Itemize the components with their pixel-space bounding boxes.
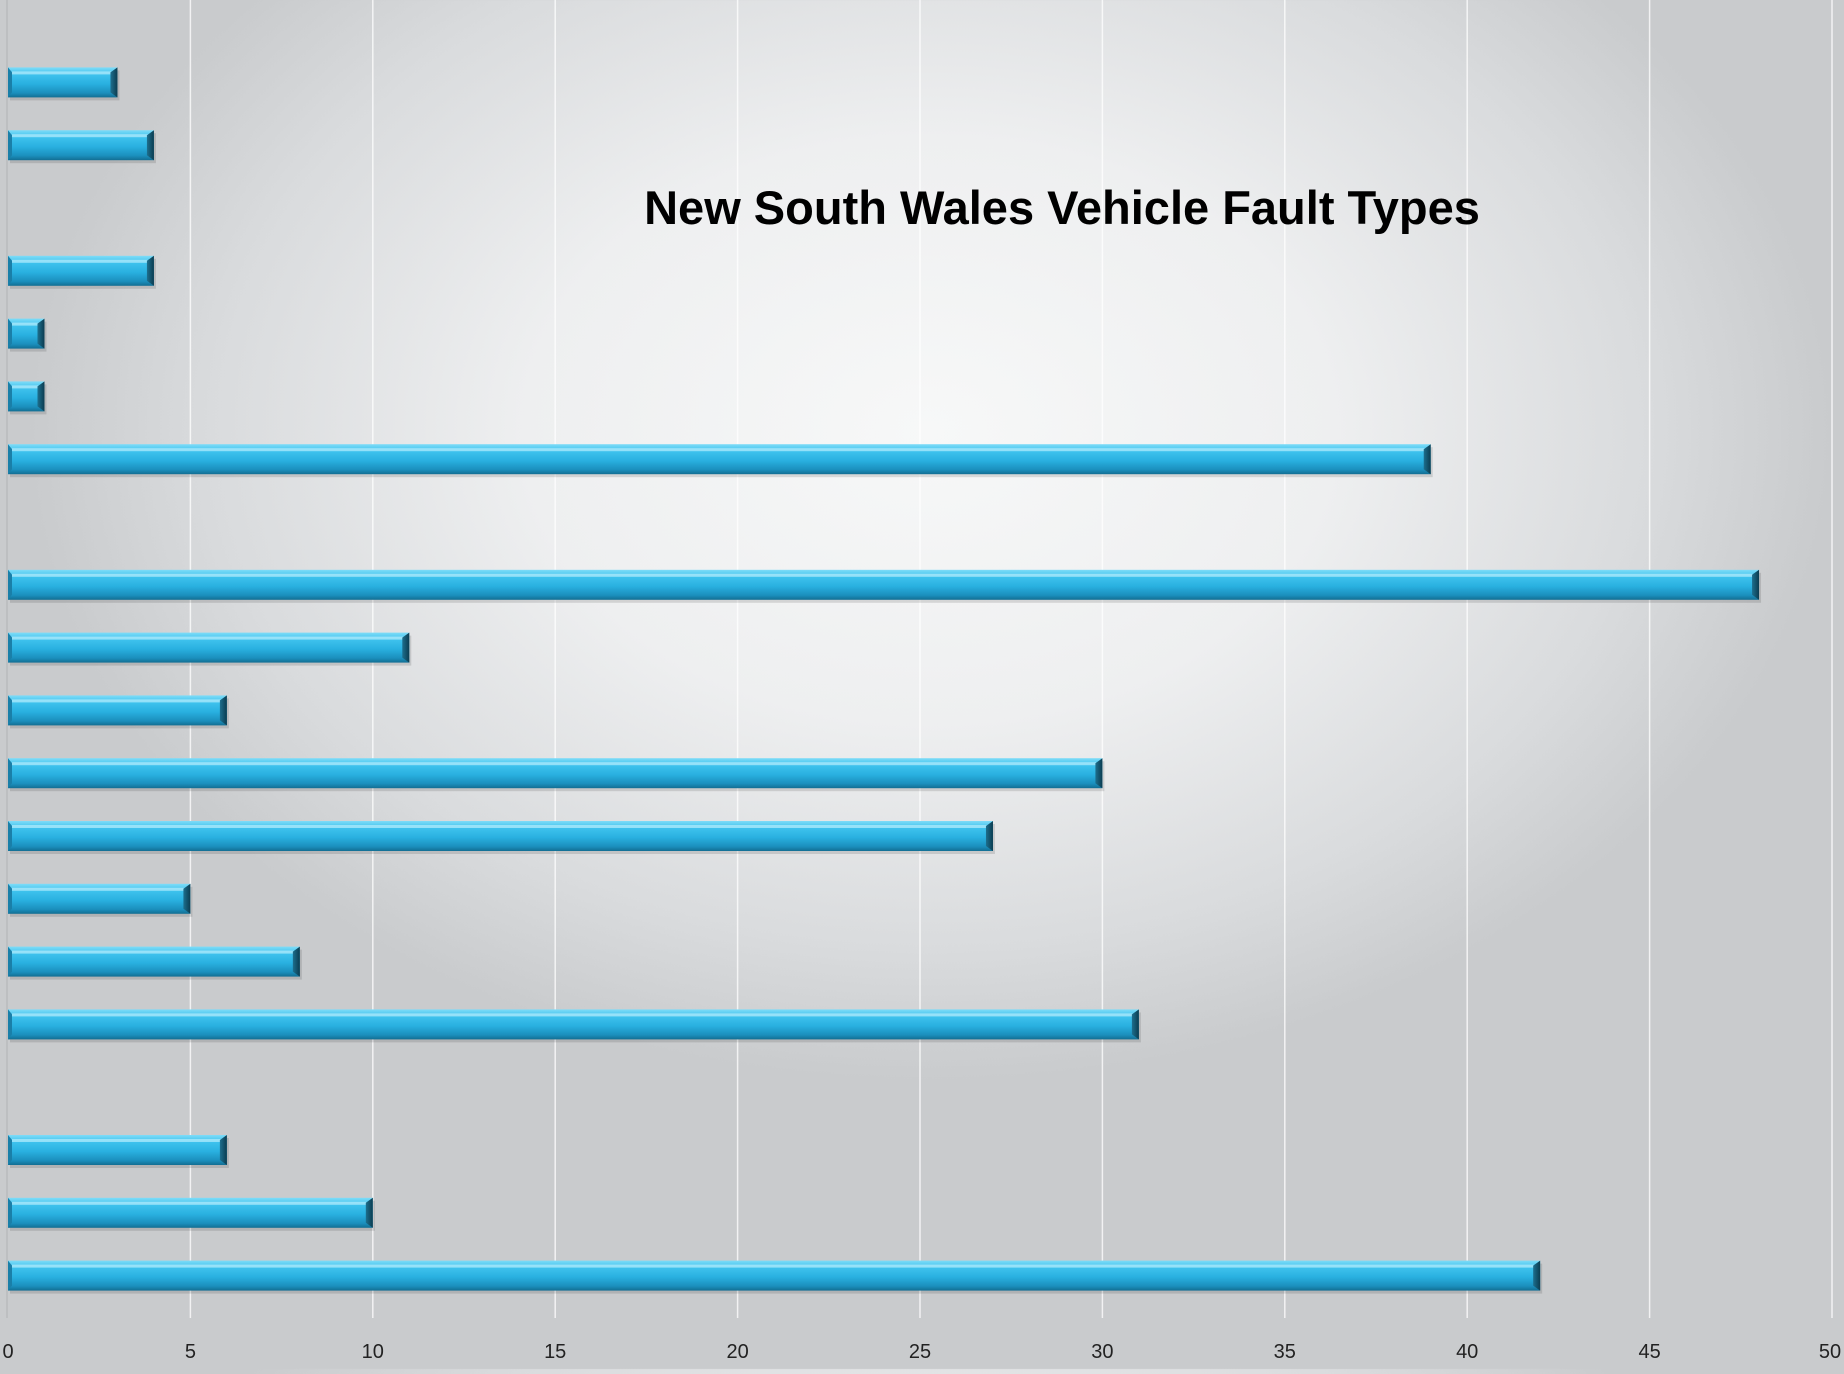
- bar: [8, 255, 156, 289]
- bar: [8, 1135, 229, 1168]
- bar: [8, 1260, 1543, 1294]
- x-tick-label: 25: [909, 1341, 931, 1363]
- bar: [8, 381, 47, 415]
- x-tick-label: 30: [1091, 1341, 1113, 1363]
- gridlines: [6, 0, 1833, 1318]
- x-tick-label: 20: [726, 1341, 748, 1363]
- bar: [8, 444, 1433, 478]
- bar: [8, 632, 412, 666]
- bar: [8, 821, 995, 854]
- bar: [8, 1009, 1141, 1043]
- x-axis-ticks: 0 5 10 15 20 25 30 35 40 45 50: [2, 1341, 1841, 1363]
- bar: [8, 67, 120, 101]
- chart-title: New South Wales Vehicle Fault Types: [644, 181, 1480, 234]
- bar: [8, 758, 1105, 792]
- bar: [8, 130, 156, 164]
- x-tick-label: 35: [1274, 1341, 1296, 1363]
- x-tick-label: 15: [544, 1341, 566, 1363]
- bar: [8, 1197, 375, 1231]
- bar: [8, 695, 229, 729]
- x-tick-label: 40: [1456, 1341, 1478, 1363]
- bar: [8, 946, 302, 980]
- x-tick-label: 45: [1638, 1341, 1660, 1363]
- bar: [8, 569, 1762, 603]
- x-tick-label: 50: [1819, 1341, 1841, 1363]
- x-tick-label: 10: [362, 1341, 384, 1363]
- x-tick-label: 0: [2, 1341, 13, 1363]
- x-tick-label: 5: [185, 1341, 196, 1363]
- bars: [8, 67, 1762, 1294]
- bar: [8, 318, 47, 352]
- bar: [8, 883, 193, 917]
